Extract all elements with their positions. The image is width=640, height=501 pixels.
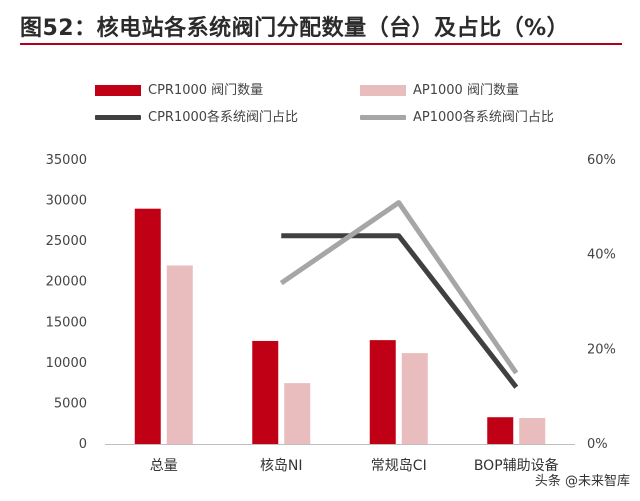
y-right-tick-label: 60% xyxy=(587,153,616,168)
legend-ap-share: AP1000各系统阀门占比 xyxy=(360,106,554,125)
x-category-label: 核岛NI xyxy=(260,458,303,474)
y-left-tick-label: 10000 xyxy=(46,356,87,371)
x-category-label: 总量 xyxy=(150,458,178,474)
ap-count-bar xyxy=(519,418,546,444)
y-left-tick-label: 35000 xyxy=(46,153,87,168)
legend-ap-count: AP1000 阀门数量 xyxy=(360,79,519,98)
legend-label-cpr-share: CPR1000各系统阀门占比 xyxy=(148,110,299,125)
x-category-label: 常规岛CI xyxy=(371,458,427,474)
legend-cpr-count: CPR1000 阀门数量 xyxy=(95,79,263,98)
cpr-count-bar xyxy=(252,340,279,444)
legend-cpr-share: CPR1000各系统阀门占比 xyxy=(95,106,298,125)
ap-count-bar xyxy=(166,265,193,444)
x-category-label: BOP辅助设备 xyxy=(474,457,559,474)
title-underline xyxy=(20,43,622,45)
y-left-tick-label: 30000 xyxy=(46,194,87,209)
legend-label-cpr-count: CPR1000 阀门数量 xyxy=(148,83,264,98)
y-right-tick-label: 0% xyxy=(587,437,608,452)
cpr-count-bar xyxy=(369,340,396,444)
y-left-tick-label: 25000 xyxy=(46,234,87,249)
ap-count-bar xyxy=(284,383,311,444)
cpr-count-bar xyxy=(487,417,514,444)
y-left-tick-label: 5000 xyxy=(54,396,87,411)
chart-title: 图52：核电站各系统阀门分配数量（台）及占比（%） xyxy=(20,16,570,41)
legend-swatch-cpr-count xyxy=(95,85,141,96)
legend-swatch-ap-share xyxy=(360,115,406,120)
cpr-count-bar xyxy=(134,208,161,444)
y-right-tick-label: 20% xyxy=(587,342,616,357)
legend-label-ap-count: AP1000 阀门数量 xyxy=(413,83,519,98)
watermark: 头条 @未来智库 xyxy=(534,474,630,489)
ap-share-line xyxy=(279,200,519,375)
y-left-tick-label: 0 xyxy=(79,437,87,452)
ap-count-bar xyxy=(401,353,428,444)
legend-swatch-ap-count xyxy=(360,85,406,96)
y-left-tick-label: 20000 xyxy=(46,275,87,290)
legend-swatch-cpr-share xyxy=(95,115,141,120)
cpr-share-line xyxy=(281,233,519,389)
legend-label-ap-share: AP1000各系统阀门占比 xyxy=(413,110,554,125)
y-right-tick-label: 40% xyxy=(587,248,616,263)
y-left-tick-label: 15000 xyxy=(46,315,87,330)
